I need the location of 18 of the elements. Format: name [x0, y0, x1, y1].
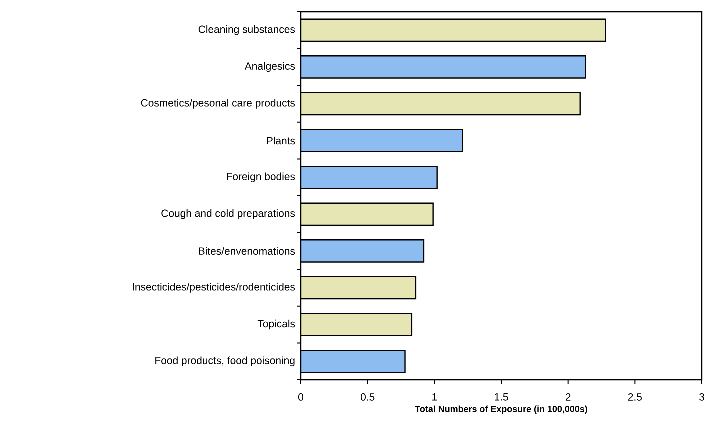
x-tick-label: 1 — [432, 394, 438, 401]
y-tick-label: Cleaning substances — [198, 26, 296, 36]
x-tick-label: 2 — [566, 394, 571, 401]
y-tick-label: Analgesics — [244, 62, 296, 72]
y-tick-label: Bites/envenomations — [199, 247, 296, 256]
x-axis-title: Total Numbers of Exposure (in 100,000s) — [415, 406, 588, 414]
x-tick-label: 3 — [699, 394, 704, 401]
y-tick-label: Cosmetics/pesonal care products — [141, 99, 296, 109]
y-tick-label: Foreign bodies — [227, 172, 296, 182]
y-tick-label: Cough and cold preparations — [162, 210, 296, 220]
y-tick-label: Food products, food poisoning — [156, 356, 295, 366]
x-tick-label: 0 — [298, 394, 304, 401]
x-tick-label: 2.5 — [628, 394, 642, 401]
y-tick-label: Plants — [267, 136, 296, 145]
y-tick-label: Insecticides/pesticides/rodenticides — [133, 283, 296, 293]
x-tick-label: 1.5 — [495, 394, 508, 401]
y-tick-label: Topicals — [258, 320, 296, 330]
x-tick-label: 0.5 — [360, 394, 375, 401]
